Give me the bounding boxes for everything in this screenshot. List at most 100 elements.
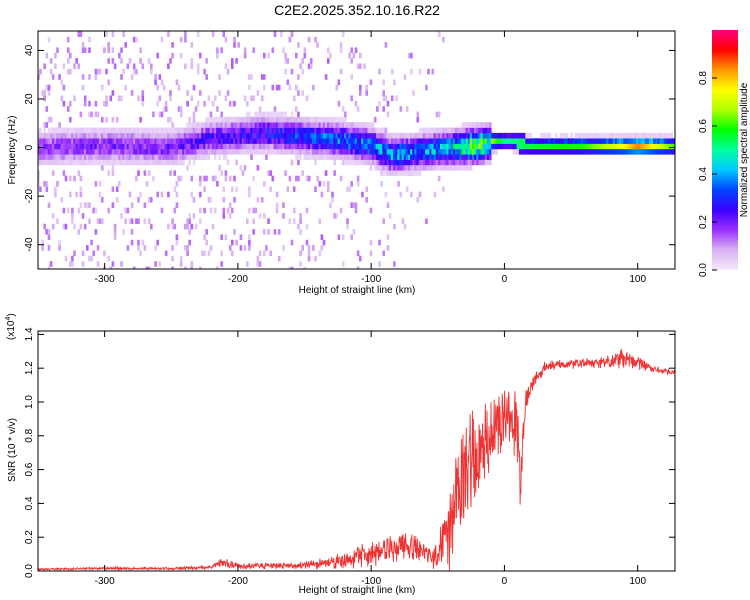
heatmap-cell [71, 138, 74, 144]
heatmap-cell [388, 165, 392, 171]
heatmap-cell [205, 143, 208, 150]
heatmap-cell [98, 191, 102, 198]
heatmap-cell [177, 132, 181, 139]
heatmap-cell [295, 175, 298, 182]
heatmap-cell [359, 154, 362, 160]
heatmap-cell [393, 79, 396, 86]
heatmap-cell [356, 250, 360, 257]
heatmap-cell [527, 149, 530, 155]
heatmap-cell [309, 127, 313, 134]
heatmap-cell [196, 143, 200, 150]
heatmap-cell [147, 197, 151, 203]
heatmap-cell [388, 159, 392, 166]
heatmap-cell [295, 106, 298, 112]
heatmap-cell [378, 261, 381, 267]
heatmap-cell [384, 143, 388, 150]
heatmap-cell [81, 127, 85, 134]
heatmap-cell [348, 143, 351, 150]
heatmap-cell [224, 63, 228, 70]
heatmap-cell [299, 261, 302, 267]
heatmap-cell [130, 229, 134, 235]
heatmap-cell [356, 149, 360, 155]
heatmap-cell [207, 154, 211, 160]
heatmap-cell [303, 52, 307, 59]
heatmap-cell [231, 58, 234, 64]
heatmap-cell [514, 132, 518, 139]
heatmap-cell [668, 132, 671, 139]
heatmap-cell [320, 154, 324, 160]
heatmap-cell [190, 191, 194, 198]
heatmap-cell [567, 138, 571, 144]
heatmap-cell [608, 143, 611, 150]
heatmap-cell [418, 170, 422, 176]
heatmap-cell [410, 132, 413, 139]
heatmap-cell [403, 138, 407, 144]
heatmap-cell [66, 47, 70, 53]
heatmap-cell [339, 143, 343, 150]
heatmap-cell [452, 127, 456, 134]
heatmap-cell [156, 154, 159, 160]
heatmap-cell [480, 132, 484, 139]
heatmap-cell [269, 170, 272, 176]
heatmap-cell [71, 255, 74, 262]
heatmap-cell [299, 138, 302, 144]
heatmap-cell [382, 170, 385, 176]
heatmap-cell [124, 138, 127, 144]
heatmap-cell [561, 143, 565, 150]
heatmap-cell [179, 255, 183, 262]
heatmap-cell [461, 122, 464, 128]
heatmap-cell [175, 202, 179, 208]
heatmap-cell [324, 149, 328, 155]
heatmap-cell [263, 111, 266, 118]
heatmap-cell [495, 143, 498, 150]
heatmap-cell [446, 165, 449, 171]
heatmap-cell [199, 266, 202, 269]
heatmap-cell [297, 154, 300, 160]
heatmap-cell [533, 143, 537, 150]
heatmap-cell [173, 132, 177, 139]
heatmap-cell [612, 149, 616, 155]
heatmap-cell [491, 143, 494, 150]
heatmap-cell [454, 138, 458, 144]
heatmap-cell [77, 170, 81, 176]
heatmap-cell [335, 154, 339, 160]
heatmap-cell [461, 159, 464, 166]
heatmap-cell [320, 143, 324, 150]
heatmap-cell [292, 122, 296, 128]
heatmap-cell [156, 143, 159, 150]
heatmap-cell [416, 149, 420, 155]
heatmap-cell [617, 132, 620, 139]
heatmap-cell [190, 127, 194, 134]
heatmap-cell [150, 223, 153, 230]
heatmap-cell [154, 245, 157, 251]
heatmap-cell [380, 159, 383, 166]
heatmap-cell [440, 159, 443, 166]
heatmap-cell [367, 159, 371, 166]
heatmap-cell [169, 116, 172, 123]
heatmap-cell [440, 165, 443, 171]
heatmap-cell [41, 159, 44, 166]
heatmap-cell [339, 207, 343, 214]
heatmap-cell [542, 149, 545, 155]
heatmap-cell [158, 154, 162, 160]
heatmap-cell [77, 159, 81, 166]
heatmap-cell [367, 122, 371, 128]
heatmap-cell [103, 132, 106, 139]
heatmap-cell [655, 143, 658, 150]
heatmap-cell [282, 143, 285, 150]
heatmap-cell [493, 138, 496, 144]
heatmap-cell [207, 116, 211, 123]
heatmap-cell [190, 58, 194, 64]
heatmap-cell [246, 138, 249, 144]
heatmap-cell [582, 143, 586, 150]
heatmap-cell [273, 132, 277, 139]
heatmap-cell [452, 143, 456, 150]
heatmap-cell [465, 127, 469, 134]
heatmap-cell [344, 138, 347, 144]
heatmap-cell [241, 127, 245, 134]
heatmap-cell [233, 197, 236, 203]
heatmap-cell [435, 165, 439, 171]
heatmap-cell [380, 165, 383, 171]
heatmap-cell [318, 154, 322, 160]
heatmap-cell [442, 149, 445, 155]
